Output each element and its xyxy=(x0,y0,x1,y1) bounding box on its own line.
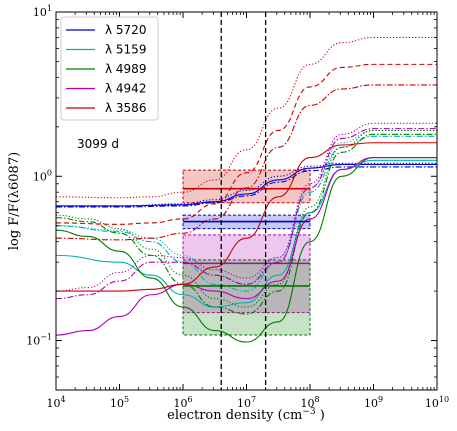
x-axis-label: electron density (cm−3 ) xyxy=(167,407,325,423)
x-tick-label: 105 xyxy=(110,395,129,410)
observed-ratio-lines xyxy=(183,187,310,287)
epoch-annotation: 3099 d xyxy=(77,137,119,151)
series-line-12 xyxy=(56,142,437,292)
x-tick-label: 107 xyxy=(237,395,256,410)
uncertainty-boxes xyxy=(182,169,311,336)
x-tick-label: 104 xyxy=(46,395,65,410)
legend: λ 5720 λ 5159 λ 4989 λ 4942 λ 3586 xyxy=(60,16,159,121)
series-line-7 xyxy=(56,129,437,308)
series-line-1 xyxy=(56,162,437,207)
series-line-8 xyxy=(56,133,437,315)
legend-frame xyxy=(60,16,159,121)
y-tick-label: 10−1 xyxy=(26,333,52,348)
legend-label: λ 3586 xyxy=(105,101,146,115)
series-line-14 xyxy=(56,63,437,225)
y-tick-label: 100 xyxy=(33,168,52,183)
series-line-2 xyxy=(56,166,437,208)
x-tick-label: 1010 xyxy=(425,395,449,410)
series-line-9 xyxy=(56,157,437,336)
legend-label: λ 5720 xyxy=(105,23,146,37)
y-tick-label: 101 xyxy=(33,4,52,19)
series-line-15 xyxy=(56,84,437,241)
legend-label: λ 4942 xyxy=(105,82,146,96)
x-tick-label: 108 xyxy=(300,395,319,410)
legend-label: λ 4989 xyxy=(105,62,146,76)
y-axis-label: log F/F(λ6087) xyxy=(7,152,22,250)
series-line-6 xyxy=(56,157,437,343)
legend-label: λ 5159 xyxy=(105,43,146,57)
series-line-13 xyxy=(56,36,437,199)
series-line-10 xyxy=(56,122,437,292)
uncertainty-box-0 xyxy=(182,169,311,204)
axis-tick-labels: 104 105 106 107 108 109 1010 10−1 100 101 xyxy=(26,4,449,410)
axis-ticks xyxy=(55,11,438,390)
series-line-5 xyxy=(56,135,437,292)
series-line-11 xyxy=(56,128,437,300)
density-markers xyxy=(220,12,267,390)
x-tick-label: 109 xyxy=(364,395,383,410)
x-tick-label: 106 xyxy=(173,395,192,410)
